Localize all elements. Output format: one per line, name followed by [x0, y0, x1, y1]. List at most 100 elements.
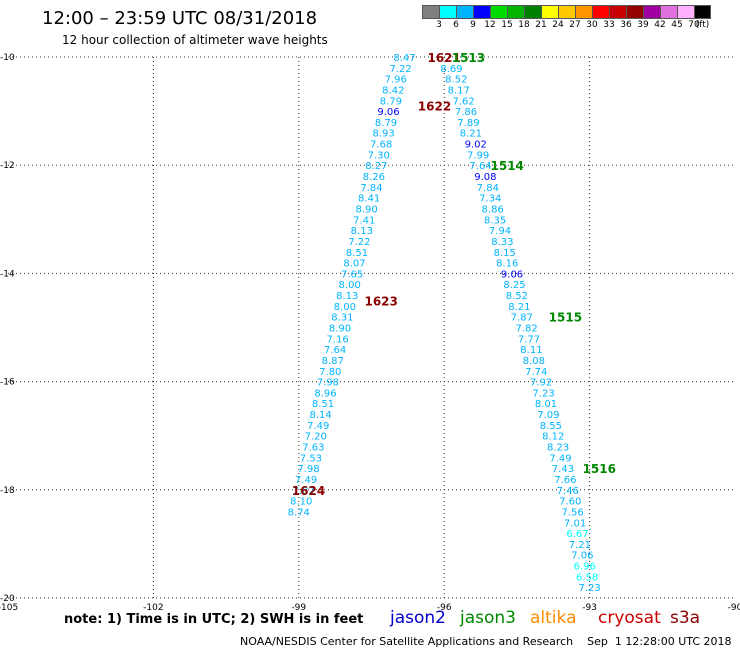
wave-height-label: 6.67	[566, 529, 588, 540]
scale-swatch	[490, 5, 507, 19]
wave-height-label: 9.06	[377, 107, 399, 118]
wave-height-label: 7.49	[549, 453, 571, 464]
wave-height-label: 7.63	[302, 443, 324, 454]
wave-height-label: 7.86	[455, 107, 477, 118]
wave-height-label: 7.84	[477, 183, 499, 194]
units-note: note: 1) Time is in UTC; 2) SWH is in fe…	[64, 612, 364, 627]
wave-height-label: 7.09	[537, 410, 559, 421]
wave-height-label: 7.82	[293, 486, 315, 497]
wave-height-label: 7.64	[469, 161, 491, 172]
time-label: 1516	[583, 462, 616, 476]
wave-height-label: 8.96	[314, 388, 336, 399]
scale-swatch	[609, 5, 626, 19]
wave-height-label: 7.21	[569, 540, 591, 551]
scale-swatch	[524, 5, 541, 19]
wave-height-label: 7.49	[307, 421, 329, 432]
scale-swatch	[660, 5, 677, 19]
wave-height-label: 7.56	[562, 507, 584, 518]
wave-height-label: 8.51	[346, 248, 368, 259]
chart-subtitle: 12 hour collection of altimeter wave hei…	[62, 33, 328, 47]
scale-swatch	[677, 5, 694, 19]
wave-height-label: 9.02	[465, 140, 487, 151]
wave-height-label: 8.52	[506, 291, 528, 302]
x-tick-label: -99	[291, 603, 306, 613]
x-tick-label: -102	[143, 603, 163, 613]
scale-label: 33	[603, 20, 615, 30]
time-label: 1515	[549, 311, 582, 325]
footer-credit: NOAA/NESDIS Center for Satellite Applica…	[240, 635, 732, 648]
scale-label: 6	[453, 20, 459, 30]
wave-height-label: 8.69	[440, 64, 462, 75]
scale-swatch	[643, 5, 660, 19]
scale-label: 39	[637, 20, 649, 30]
scale-swatch	[626, 5, 643, 19]
wave-height-label: 6.58	[576, 572, 598, 583]
wave-height-label: 7.84	[360, 183, 382, 194]
wave-height-label: 9.06	[501, 269, 523, 280]
scale-label: (ft)	[695, 20, 710, 30]
legend-s3a: s3a	[670, 608, 701, 628]
wave-height-label: 8.21	[460, 129, 482, 140]
wave-height-label: 8.08	[523, 356, 545, 367]
y-tick-label: -10	[0, 53, 15, 63]
wave-height-label: 8.13	[351, 226, 373, 237]
wave-height-label: 8.55	[540, 421, 562, 432]
y-tick-label: -20	[0, 594, 15, 604]
scale-label: 45	[671, 20, 683, 30]
wave-height-label: 8.74	[288, 507, 310, 518]
wave-height-label: 7.65	[341, 269, 363, 280]
wave-height-label: 8.27	[365, 161, 387, 172]
wave-height-label: 7.23	[578, 583, 600, 594]
scale-label: 42	[654, 20, 666, 30]
wave-height-label: 8.87	[322, 356, 344, 367]
x-tick-label: -96	[437, 603, 452, 613]
x-tick-label: -90	[728, 603, 740, 613]
wave-height-label: 8.12	[542, 432, 564, 443]
wave-height-label: 8.93	[372, 129, 394, 140]
wave-height-label: 8.41	[358, 194, 380, 205]
wave-height-label: 8.13	[336, 291, 358, 302]
wave-height-label: 8.79	[375, 118, 397, 129]
wave-height-label: 7.01	[564, 518, 586, 529]
time-label: 1624	[292, 484, 325, 498]
scale-label: 3	[436, 20, 442, 30]
wave-height-label: 8.26	[363, 172, 385, 183]
wave-height-label: 7.22	[389, 64, 411, 75]
wave-height-label: 7.77	[518, 334, 540, 345]
wave-height-label: 7.82	[515, 324, 537, 335]
wave-height-label: 7.49	[295, 475, 317, 486]
wave-height-label: 8.23	[547, 443, 569, 454]
time-label: 1622	[418, 100, 451, 114]
wave-height-label: 7.98	[317, 378, 339, 389]
wave-height-label: 7.30	[368, 150, 390, 161]
wave-height-label: 7.99	[467, 150, 489, 161]
scale-label: 15	[501, 20, 513, 30]
scale-swatch	[422, 5, 439, 19]
legend-cryosat: cryosat	[598, 608, 661, 628]
wave-height-label: 8.86	[482, 204, 504, 215]
time-label: 1621	[427, 51, 460, 65]
wave-height-label: 7.23	[532, 388, 554, 399]
scale-label: 21	[535, 20, 547, 30]
wave-height-label: 8.90	[356, 204, 378, 215]
wave-height-label: 8.35	[484, 215, 506, 226]
x-tick-label: -93	[582, 603, 597, 613]
wave-height-label: 8.51	[312, 399, 334, 410]
wave-height-label: 7.66	[554, 475, 576, 486]
wave-height-label: 7.80	[319, 367, 341, 378]
wave-height-label: 7.68	[370, 140, 392, 151]
wave-height-label: 7.94	[489, 226, 511, 237]
time-label: 1623	[364, 294, 397, 308]
wave-height-label: 8.00	[334, 302, 356, 313]
legend-jason3: jason3	[460, 608, 516, 628]
wave-height-label: 8.90	[329, 324, 351, 335]
wave-height-label: 7.06	[571, 551, 593, 562]
wave-height-label: 7.87	[511, 313, 533, 324]
chart-title: 12:00 – 23:59 UTC 08/31/2018	[42, 8, 318, 29]
wave-height-label: 9.08	[474, 172, 496, 183]
wave-height-label: 7.43	[552, 464, 574, 475]
scale-swatch	[507, 5, 524, 19]
wave-height-label: 8.10	[290, 497, 312, 508]
wave-height-label: 7.41	[353, 215, 375, 226]
scale-swatch	[694, 5, 711, 19]
